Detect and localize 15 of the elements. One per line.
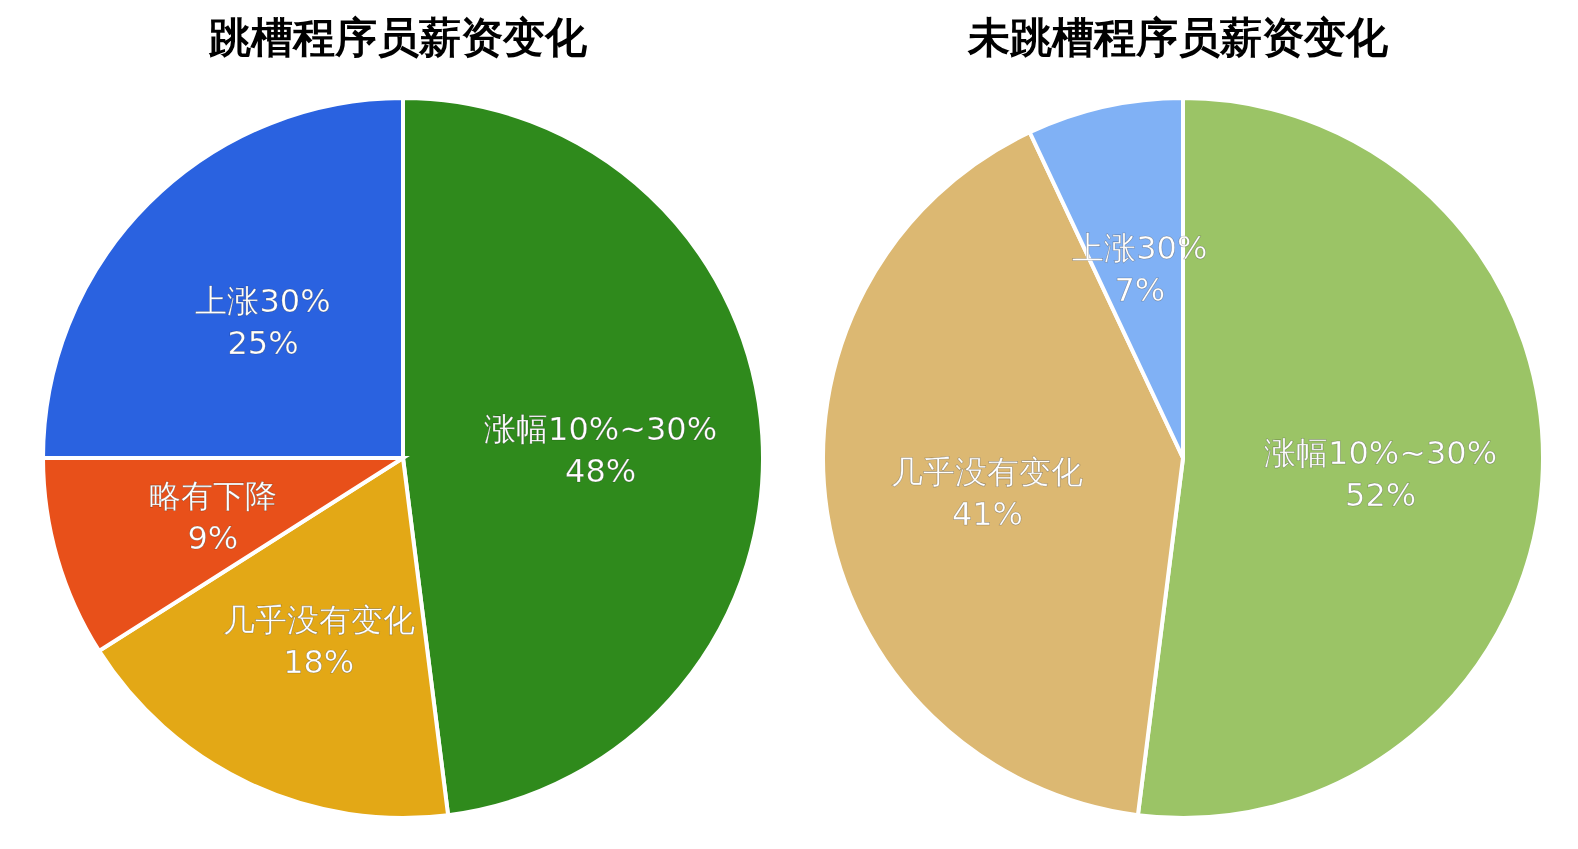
- data-label: 25%: [227, 323, 299, 362]
- slice-label: 略有下降: [148, 477, 277, 516]
- slice-label: 涨幅10%~30%: [1264, 434, 1498, 473]
- data-label: 9%: [187, 519, 239, 558]
- slice-label: 涨幅10%~30%: [484, 409, 718, 448]
- data-label: 7%: [1114, 270, 1166, 309]
- chart-title: 未跳槽程序员薪资变化: [966, 12, 1389, 64]
- chart-title: 跳槽程序员薪资变化: [208, 12, 588, 64]
- data-label: 18%: [283, 643, 355, 682]
- slice-label: 几乎没有变化: [891, 452, 1084, 491]
- data-label: 41%: [951, 494, 1023, 533]
- data-label: 48%: [565, 451, 637, 490]
- slice-label: 几乎没有变化: [222, 601, 415, 640]
- data-label: 52%: [1345, 476, 1417, 515]
- slice-label: 上涨30%: [195, 281, 331, 320]
